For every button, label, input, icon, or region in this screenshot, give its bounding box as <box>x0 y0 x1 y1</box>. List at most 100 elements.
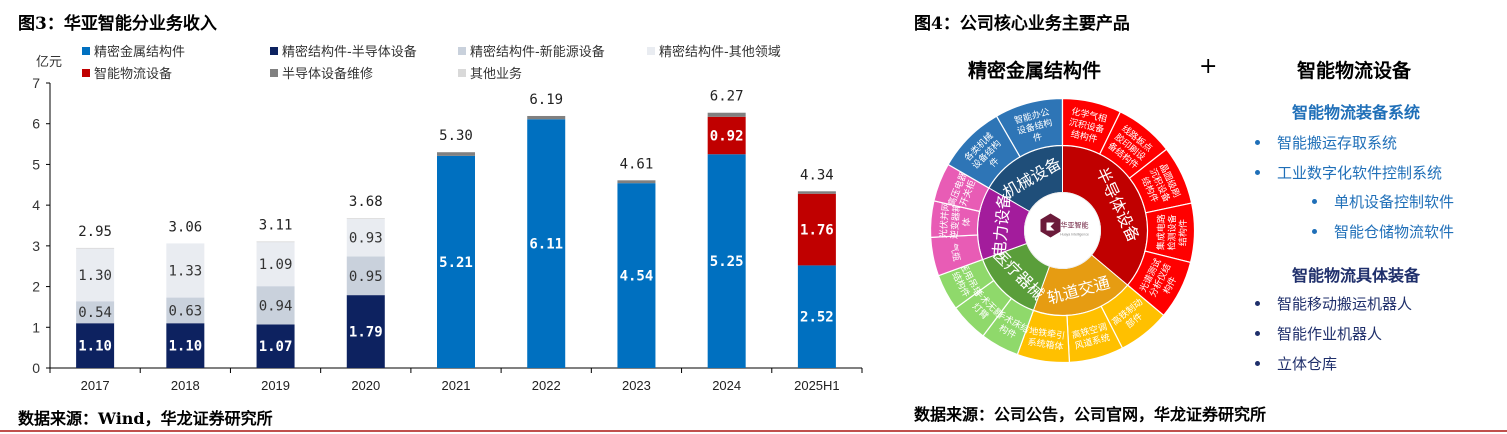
bullet-dot-icon <box>1255 140 1260 145</box>
bullet-text: 智能仓储物流软件 <box>1334 223 1455 241</box>
legend-label: 精密金属结构件 <box>94 45 186 60</box>
bar-segment <box>76 248 115 302</box>
data-label: 1.76 <box>800 223 834 239</box>
bullet-item: 智能搬运存取系统 <box>1255 132 1397 153</box>
x-tick-label: 2017 <box>81 378 110 393</box>
footer-divider <box>0 430 1507 432</box>
chart-source-note: 数据来源：Wind，华龙证券研究所 <box>18 409 273 428</box>
data-label: 0.94 <box>259 298 293 314</box>
legend-swatch <box>82 68 90 77</box>
legend-swatch <box>82 46 90 55</box>
bar-segment <box>346 218 385 219</box>
total-label: 3.06 <box>168 219 202 235</box>
plus-sign: + <box>1199 54 1218 79</box>
bullet-text: 立体仓库 <box>1277 355 1338 373</box>
legend-item: 精密结构件-新能源设备 <box>458 41 605 60</box>
x-tick-label: 2023 <box>622 378 651 393</box>
heading-precision-metal-parts: 精密金属结构件 <box>968 60 1102 82</box>
bar-segment <box>797 193 836 266</box>
data-label: 0.95 <box>349 269 383 285</box>
bar-segment <box>256 324 295 368</box>
data-label: 1.79 <box>349 325 383 341</box>
bullet-text: 智能移动搬运机器人 <box>1277 295 1413 313</box>
legend-label: 半导体设备维修 <box>282 67 374 82</box>
bullet-item: 智能作业机器人 <box>1255 323 1382 344</box>
company-logo-text: 华亚智能 <box>1061 221 1089 230</box>
bullet-item: 工业数字化软件控制系统 <box>1255 162 1442 183</box>
data-label: 1.10 <box>78 339 112 355</box>
data-label: 1.30 <box>78 268 112 284</box>
legend-label: 智能物流设备 <box>94 67 173 82</box>
total-label: 6.27 <box>710 89 744 105</box>
y-tick-label: 2 <box>32 279 40 295</box>
x-tick-label: 2025H1 <box>794 378 840 393</box>
data-label: 2.52 <box>800 310 834 326</box>
legend-label: 精密结构件-半导体设备 <box>282 45 417 60</box>
bar-segment <box>346 256 385 296</box>
data-label: 6.11 <box>529 237 563 253</box>
legend-label: 精密结构件-其他领域 <box>659 45 781 60</box>
bar-segment <box>527 115 566 120</box>
bullet-dot-icon <box>1255 361 1260 366</box>
legend-swatch <box>270 46 278 55</box>
y-tick-label: 3 <box>32 238 40 254</box>
total-label: 3.11 <box>259 217 293 233</box>
section-logistics-system-title: 智能物流装备系统 <box>1292 103 1421 122</box>
bar-segment <box>76 247 115 249</box>
diagram-source-note: 数据来源：公司公告，公司官网，华龙证券研究所 <box>914 405 1267 424</box>
bar-segment <box>617 180 656 184</box>
bullet-dot-icon <box>1255 301 1260 306</box>
legend-item: 精密金属结构件 <box>82 41 185 60</box>
data-label: 0.54 <box>78 305 112 321</box>
outer-segment-label: 体 <box>960 217 973 227</box>
x-tick-label: 2019 <box>261 378 290 393</box>
legend-label: 其他业务 <box>470 67 523 82</box>
legend-swatch <box>458 68 466 77</box>
outer-segment-label: 检测设备 <box>1166 214 1179 250</box>
data-label: 0.93 <box>349 231 383 247</box>
bullet-text: 智能搬运存取系统 <box>1277 134 1398 152</box>
outer-segment-label: 光伏并网 <box>937 202 952 239</box>
figure-3-title: 图3：华亚智能分业务收入 <box>18 14 217 34</box>
outer-segment-label: 集成电路 <box>1155 214 1168 250</box>
bar-segment <box>256 286 295 325</box>
x-tick-label: 2018 <box>171 378 200 393</box>
bullet-dot-icon <box>1255 331 1260 336</box>
total-label: 5.30 <box>439 128 473 144</box>
heading-smart-logistics: 智能物流设备 <box>1297 60 1412 82</box>
figure-4-title: 图4：公司核心业务主要产品 <box>914 14 1130 34</box>
y-tick-label: 1 <box>32 319 40 335</box>
bar-segment <box>707 112 746 117</box>
bar-segment <box>256 241 295 287</box>
bar-segment <box>437 152 475 156</box>
data-label: 1.07 <box>259 339 293 355</box>
x-tick-label: 2022 <box>532 378 561 393</box>
total-label: 4.34 <box>800 167 834 183</box>
bar-segment <box>617 183 656 368</box>
total-label: 3.68 <box>349 194 383 210</box>
bar-segment <box>707 116 746 155</box>
outer-segment <box>947 115 1021 189</box>
y-axis-unit: 亿元 <box>36 55 63 70</box>
logo-mark-icon <box>1046 222 1055 231</box>
center-circle <box>1024 192 1101 269</box>
bar-segment <box>346 218 385 257</box>
legend-item: 半导体设备维修 <box>270 63 373 82</box>
bullet-dot-icon <box>1312 229 1317 234</box>
outer-segment-label: 气瓶 <box>948 242 963 262</box>
stacked-bar-chart: 0 1 2 3 4 5 6 7 1.10 0.54 1.30 2.95 2017 1.10 0.63 1.33… <box>32 75 863 393</box>
bullet-item: 智能移动搬运机器人 <box>1255 293 1412 314</box>
legend-swatch <box>647 46 655 55</box>
sub-bullet-item: 智能仓储物流软件 <box>1312 221 1454 242</box>
x-tick-label: 2024 <box>712 378 741 393</box>
bullet-text: 工业数字化软件控制系统 <box>1277 164 1443 182</box>
total-label: 4.61 <box>620 156 654 172</box>
section-logistics-equipment-title: 智能物流具体装备 <box>1292 266 1421 285</box>
bar-segment <box>797 191 836 194</box>
legend-item: 智能物流设备 <box>82 63 172 82</box>
y-tick-label: 5 <box>32 156 40 172</box>
sub-bullet-item: 单机设备控制软件 <box>1312 191 1454 212</box>
bullet-dot-icon <box>1312 199 1317 204</box>
total-label: 2.95 <box>78 224 112 240</box>
legend-item: 精密结构件-半导体设备 <box>270 41 417 60</box>
